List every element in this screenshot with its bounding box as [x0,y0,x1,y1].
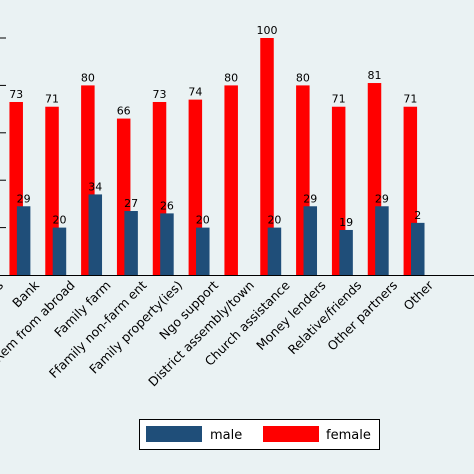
male-bar [411,222,425,275]
male-data-label: 29 [303,192,317,205]
male-bar [303,206,318,275]
legend-swatch-female [263,426,319,442]
female-data-label: 73 [9,88,23,101]
y-axis-ticks [0,37,6,229]
male-data-label: 29 [375,192,389,205]
male-bar [124,211,138,275]
male-data-label: 20 [52,214,66,227]
male-data-label: 34 [88,180,102,193]
female-data-label: 74 [188,86,202,99]
female-data-label: 73 [153,88,167,101]
female-data-label: 100 [257,24,278,37]
male-bar [339,229,353,275]
male-data-label: 26 [160,199,174,212]
male-data-label: 29 [17,192,31,205]
female-data-label: 71 [45,93,59,106]
female-data-label: 80 [296,71,310,84]
legend-swatch-male [146,426,202,442]
legend: male female [139,419,380,450]
female-data-label: 80 [81,71,95,84]
male-bar [16,206,31,275]
male-data-label: 2 [414,209,421,222]
legend-label-female: female [326,428,371,443]
male-bar [88,194,103,275]
female-data-label: 71 [332,93,346,106]
female-data-label: 81 [368,69,382,82]
male-data-label: 20 [196,214,210,227]
male-data-label: 27 [124,197,138,210]
male-data-label: 20 [267,214,281,227]
data-labels: 2773297120803466277326742080100208029711… [9,24,421,229]
male-data-label: 19 [339,216,353,229]
female-data-label: 66 [117,105,131,118]
male-bar [52,227,67,275]
male-bar [375,206,389,275]
female-data-label: 80 [224,71,238,84]
male-bar [267,227,282,275]
female-bar [224,85,238,276]
male-bar [196,227,210,275]
bars [9,38,425,276]
legend-label-male: male [210,428,242,443]
female-bar [260,38,274,275]
female-data-label: 71 [403,93,417,106]
male-bar [160,213,174,275]
